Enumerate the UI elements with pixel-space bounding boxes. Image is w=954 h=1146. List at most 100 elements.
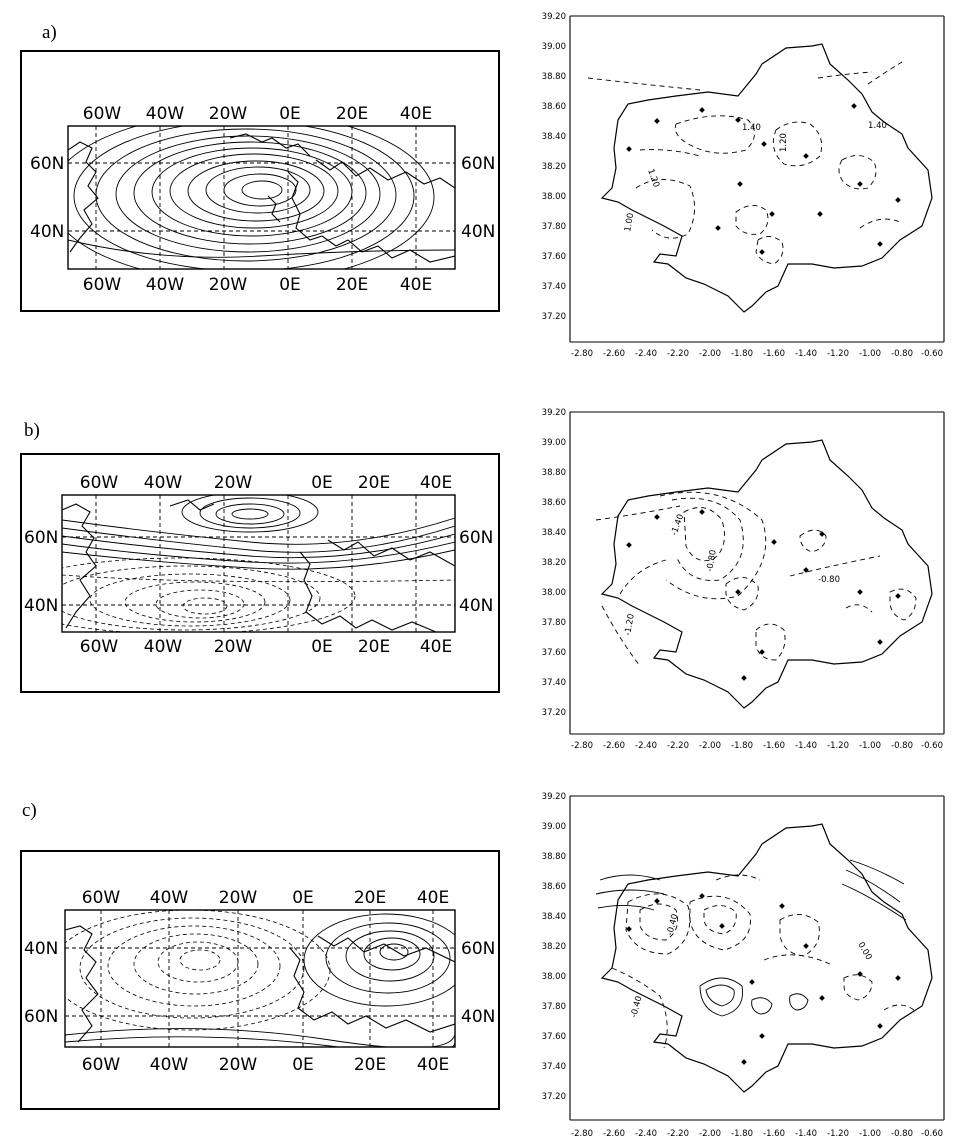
map-a: 60W 40W 20W 0E 20E 40E 60W 40W 20W 0E 20… xyxy=(30,104,495,295)
map-a-contours xyxy=(68,126,455,269)
lon-label: 0E xyxy=(311,637,333,657)
map-b-lon-labels-bottom: 60W 40W 20W 0E 20E 40E xyxy=(80,637,452,657)
lon-label: 40E xyxy=(417,888,449,908)
map-b-plot-area xyxy=(61,494,456,633)
x-tick-label: -1.20 xyxy=(827,741,849,751)
map-a-lon-labels-top: 60W 40W 20W 0E 20E 40E xyxy=(83,104,432,124)
contour-label: -1.20 xyxy=(623,613,637,636)
map-c-gridlines xyxy=(65,910,455,1047)
lon-label: 60W xyxy=(82,1055,121,1075)
contour-label: 1.20 xyxy=(779,133,789,152)
lon-label: 20W xyxy=(219,1055,258,1075)
lat-label: 40N xyxy=(24,596,58,616)
contour-label: -0.80 xyxy=(818,575,840,585)
map-b-lat-labels: 60N 40N 60N 40N xyxy=(24,528,493,616)
lat-label: 60N xyxy=(459,528,493,548)
x-tick-label: -1.00 xyxy=(859,741,881,751)
y-tick-label: 38.20 xyxy=(542,942,566,952)
y-tick-label: 38.40 xyxy=(542,132,566,142)
panel-label-c: c) xyxy=(22,800,37,821)
y-tick-label: 38.00 xyxy=(542,192,566,202)
region-plot-a: 1.40 1.20 1.20 1.40 1.00 39.20 39.00 38.… xyxy=(542,12,945,359)
x-tick-label: -2.60 xyxy=(603,349,625,359)
lat-label: 40N xyxy=(461,1007,495,1027)
lon-label: 0E xyxy=(279,104,301,124)
map-a-gridlines xyxy=(68,126,455,269)
lon-label: 20E xyxy=(358,637,390,657)
x-tick-label: -2.40 xyxy=(635,1129,657,1139)
map-c-plot-area xyxy=(64,909,456,1048)
lon-label: 0E xyxy=(279,275,301,295)
panel-label-a: a) xyxy=(42,22,57,43)
y-tick-label: 37.40 xyxy=(542,678,566,688)
contour-label: 1.00 xyxy=(623,212,636,232)
x-tick-label: -2.20 xyxy=(667,1129,689,1139)
map-b-coastlines xyxy=(62,499,455,632)
y-tick-label: 37.80 xyxy=(542,618,566,628)
lon-label: 40E xyxy=(417,1055,449,1075)
x-tick-label: -0.60 xyxy=(921,349,943,359)
y-tick-label: 38.20 xyxy=(542,162,566,172)
lon-label: 60W xyxy=(82,888,121,908)
region-b-contours xyxy=(595,491,917,667)
y-tick-label: 38.60 xyxy=(542,498,566,508)
map-c-pos-contours xyxy=(65,913,455,1047)
region-b-outline xyxy=(600,439,933,709)
contour-label: 1.40 xyxy=(868,121,887,131)
x-tick-label: -2.40 xyxy=(635,349,657,359)
map-a-lon-labels-bottom: 60W 40W 20W 0E 20E 40E xyxy=(83,275,432,295)
lon-label: 60W xyxy=(80,637,119,657)
region-c-y-ticks: 39.20 39.00 38.80 38.60 38.40 38.20 38.0… xyxy=(542,792,566,1102)
y-tick-label: 39.20 xyxy=(542,408,566,418)
lat-label: 40N xyxy=(461,222,495,242)
map-a-lat-labels: 60N 40N 60N 40N xyxy=(30,154,495,242)
map-c-lon-labels-top: 60W 40W 20W 0E 20E 40E xyxy=(82,888,449,908)
x-tick-label: -1.20 xyxy=(827,349,849,359)
lon-label: 60W xyxy=(80,473,119,493)
x-tick-label: -2.20 xyxy=(667,741,689,751)
lon-label: 40W xyxy=(146,104,185,124)
x-tick-label: -0.80 xyxy=(891,349,913,359)
y-tick-label: 37.20 xyxy=(542,312,566,322)
contour-label: -0.40 xyxy=(665,913,680,937)
contour-label: -1.40 xyxy=(669,513,686,537)
contour-label: 1.20 xyxy=(645,168,661,189)
lon-label: 20W xyxy=(219,888,258,908)
x-tick-label: -2.00 xyxy=(699,1129,721,1139)
y-tick-label: 38.80 xyxy=(542,468,566,478)
panel-label-b: b) xyxy=(24,420,40,441)
y-tick-label: 39.00 xyxy=(542,438,566,448)
lat-label: 60N xyxy=(461,154,495,174)
lon-label: 20W xyxy=(209,104,248,124)
region-c-x-ticks: -2.80 -2.60 -2.40 -2.20 -2.00 -1.80 -1.6… xyxy=(571,1129,943,1139)
x-tick-label: -1.60 xyxy=(763,1129,785,1139)
x-tick-label: -1.40 xyxy=(795,1129,817,1139)
map-c: 60W 40W 20W 0E 20E 40E 60W 40W 20W 0E 20… xyxy=(24,888,495,1075)
x-tick-label: -2.20 xyxy=(667,349,689,359)
y-tick-label: 37.40 xyxy=(542,1062,566,1072)
lon-label: 20E xyxy=(358,473,390,493)
contour-label: 0.00 xyxy=(855,941,873,962)
y-tick-label: 37.60 xyxy=(542,648,566,658)
region-a-outline xyxy=(600,43,933,313)
x-tick-label: -2.40 xyxy=(635,741,657,751)
region-plot-b: -1.40 -0.80 -0.80 -1.20 39.20 39.00 38.8… xyxy=(542,408,945,751)
lon-label: 0E xyxy=(292,888,314,908)
x-tick-label: -1.00 xyxy=(859,1129,881,1139)
lat-label: 60N xyxy=(24,528,58,548)
y-tick-label: 38.60 xyxy=(542,882,566,892)
lat-label: 60N xyxy=(461,939,495,959)
x-tick-label: -2.80 xyxy=(571,1129,593,1139)
region-a-y-ticks: 39.20 39.00 38.80 38.60 38.40 38.20 38.0… xyxy=(542,12,566,322)
y-tick-label: 38.80 xyxy=(542,72,566,82)
y-tick-label: 38.40 xyxy=(542,528,566,538)
y-tick-label: 38.20 xyxy=(542,558,566,568)
x-tick-label: -1.60 xyxy=(763,349,785,359)
y-tick-label: 38.00 xyxy=(542,972,566,982)
lon-label: 60W xyxy=(83,104,122,124)
x-tick-label: -0.60 xyxy=(921,741,943,751)
region-c-dashed-contours xyxy=(611,874,915,1049)
x-tick-label: -1.20 xyxy=(827,1129,849,1139)
lat-label: 60N xyxy=(24,1007,58,1027)
lat-label: 40N xyxy=(30,222,64,242)
